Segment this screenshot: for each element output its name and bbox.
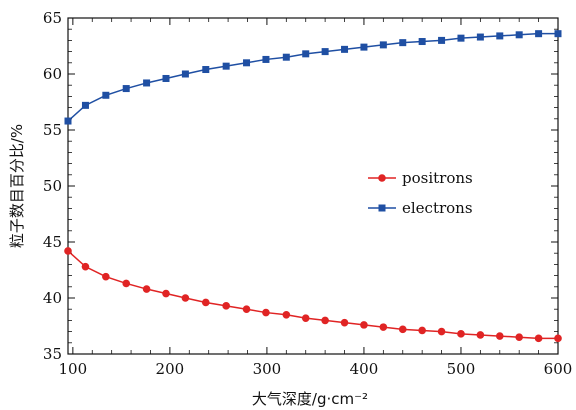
x-tick-label: 600	[544, 360, 573, 378]
data-point	[554, 334, 562, 343]
data-point	[457, 330, 465, 338]
data-point	[262, 55, 270, 63]
data-point	[242, 305, 251, 314]
data-point	[321, 48, 329, 56]
series-line-positrons	[67, 250, 558, 340]
data-point	[282, 311, 291, 319]
data-point	[162, 74, 170, 82]
y-tick-label: 40	[43, 289, 62, 307]
y-tick-label: 60	[43, 65, 62, 83]
data-point	[476, 331, 485, 339]
legend-item-electrons: electrons	[368, 199, 473, 217]
data-point	[282, 53, 290, 61]
data-point	[534, 334, 543, 343]
x-tick-label: 500	[447, 360, 476, 378]
y-tick-label: 55	[43, 121, 62, 139]
y-tick-label: 35	[43, 345, 62, 363]
data-point	[418, 326, 426, 335]
data-point	[222, 62, 230, 70]
data-point	[222, 302, 230, 310]
data-point	[81, 101, 89, 109]
y-tick-label: 50	[43, 177, 62, 195]
data-point	[102, 91, 110, 99]
series-electrons	[64, 30, 562, 125]
data-point	[437, 327, 446, 336]
data-point	[438, 36, 446, 44]
series-positrons	[64, 247, 562, 343]
data-point	[496, 32, 504, 40]
data-point	[535, 30, 543, 38]
legend-label: positrons	[402, 169, 473, 187]
data-point	[243, 59, 251, 67]
legend-label: electrons	[402, 199, 473, 217]
legend-marker	[378, 174, 386, 182]
data-point	[143, 79, 151, 87]
data-point	[302, 50, 310, 58]
series-layer	[64, 30, 562, 343]
y-axis-title: 粒子数目百分比/%	[8, 124, 26, 248]
data-point	[495, 332, 504, 340]
data-point	[122, 85, 130, 93]
data-point	[201, 298, 210, 307]
data-point	[399, 39, 407, 47]
legend-item-positrons: positrons	[368, 169, 473, 187]
data-point	[181, 70, 189, 78]
data-point	[554, 30, 562, 38]
data-point	[418, 38, 426, 46]
legend: positrons electrons	[368, 169, 473, 217]
data-point	[379, 323, 388, 331]
data-point	[162, 289, 170, 298]
tick-labels: 100 200 300 400 500 600 35 40 45 50 55 60 65	[43, 9, 572, 378]
series-line-electrons	[67, 32, 558, 122]
data-point	[262, 308, 270, 317]
data-point	[122, 279, 131, 288]
data-point	[515, 31, 523, 39]
data-point	[341, 45, 349, 53]
x-tick-label: 100	[59, 360, 88, 378]
data-point	[360, 321, 368, 329]
plot-frame	[67, 17, 559, 355]
data-point	[142, 285, 151, 293]
axis-ticks	[68, 17, 559, 355]
data-point	[181, 294, 190, 302]
legend-marker	[378, 204, 386, 212]
data-point	[398, 325, 407, 334]
x-axis-title: 大气深度/g·cm⁻²	[252, 390, 368, 408]
y-tick-label: 45	[43, 233, 62, 251]
data-point	[64, 117, 72, 125]
data-point	[321, 316, 329, 325]
plot-border	[67, 17, 559, 355]
x-tick-label: 400	[350, 360, 379, 378]
data-point	[202, 66, 210, 74]
data-point	[476, 33, 484, 41]
data-point	[457, 34, 465, 42]
data-point	[515, 333, 523, 342]
data-point	[81, 262, 90, 271]
data-point	[64, 247, 72, 255]
data-point	[301, 314, 310, 322]
x-tick-label: 300	[253, 360, 282, 378]
data-point	[340, 318, 349, 327]
data-point	[360, 43, 368, 51]
data-point	[379, 41, 387, 49]
data-point	[102, 272, 110, 281]
x-tick-label: 200	[156, 360, 185, 378]
y-tick-label: 65	[43, 9, 62, 27]
